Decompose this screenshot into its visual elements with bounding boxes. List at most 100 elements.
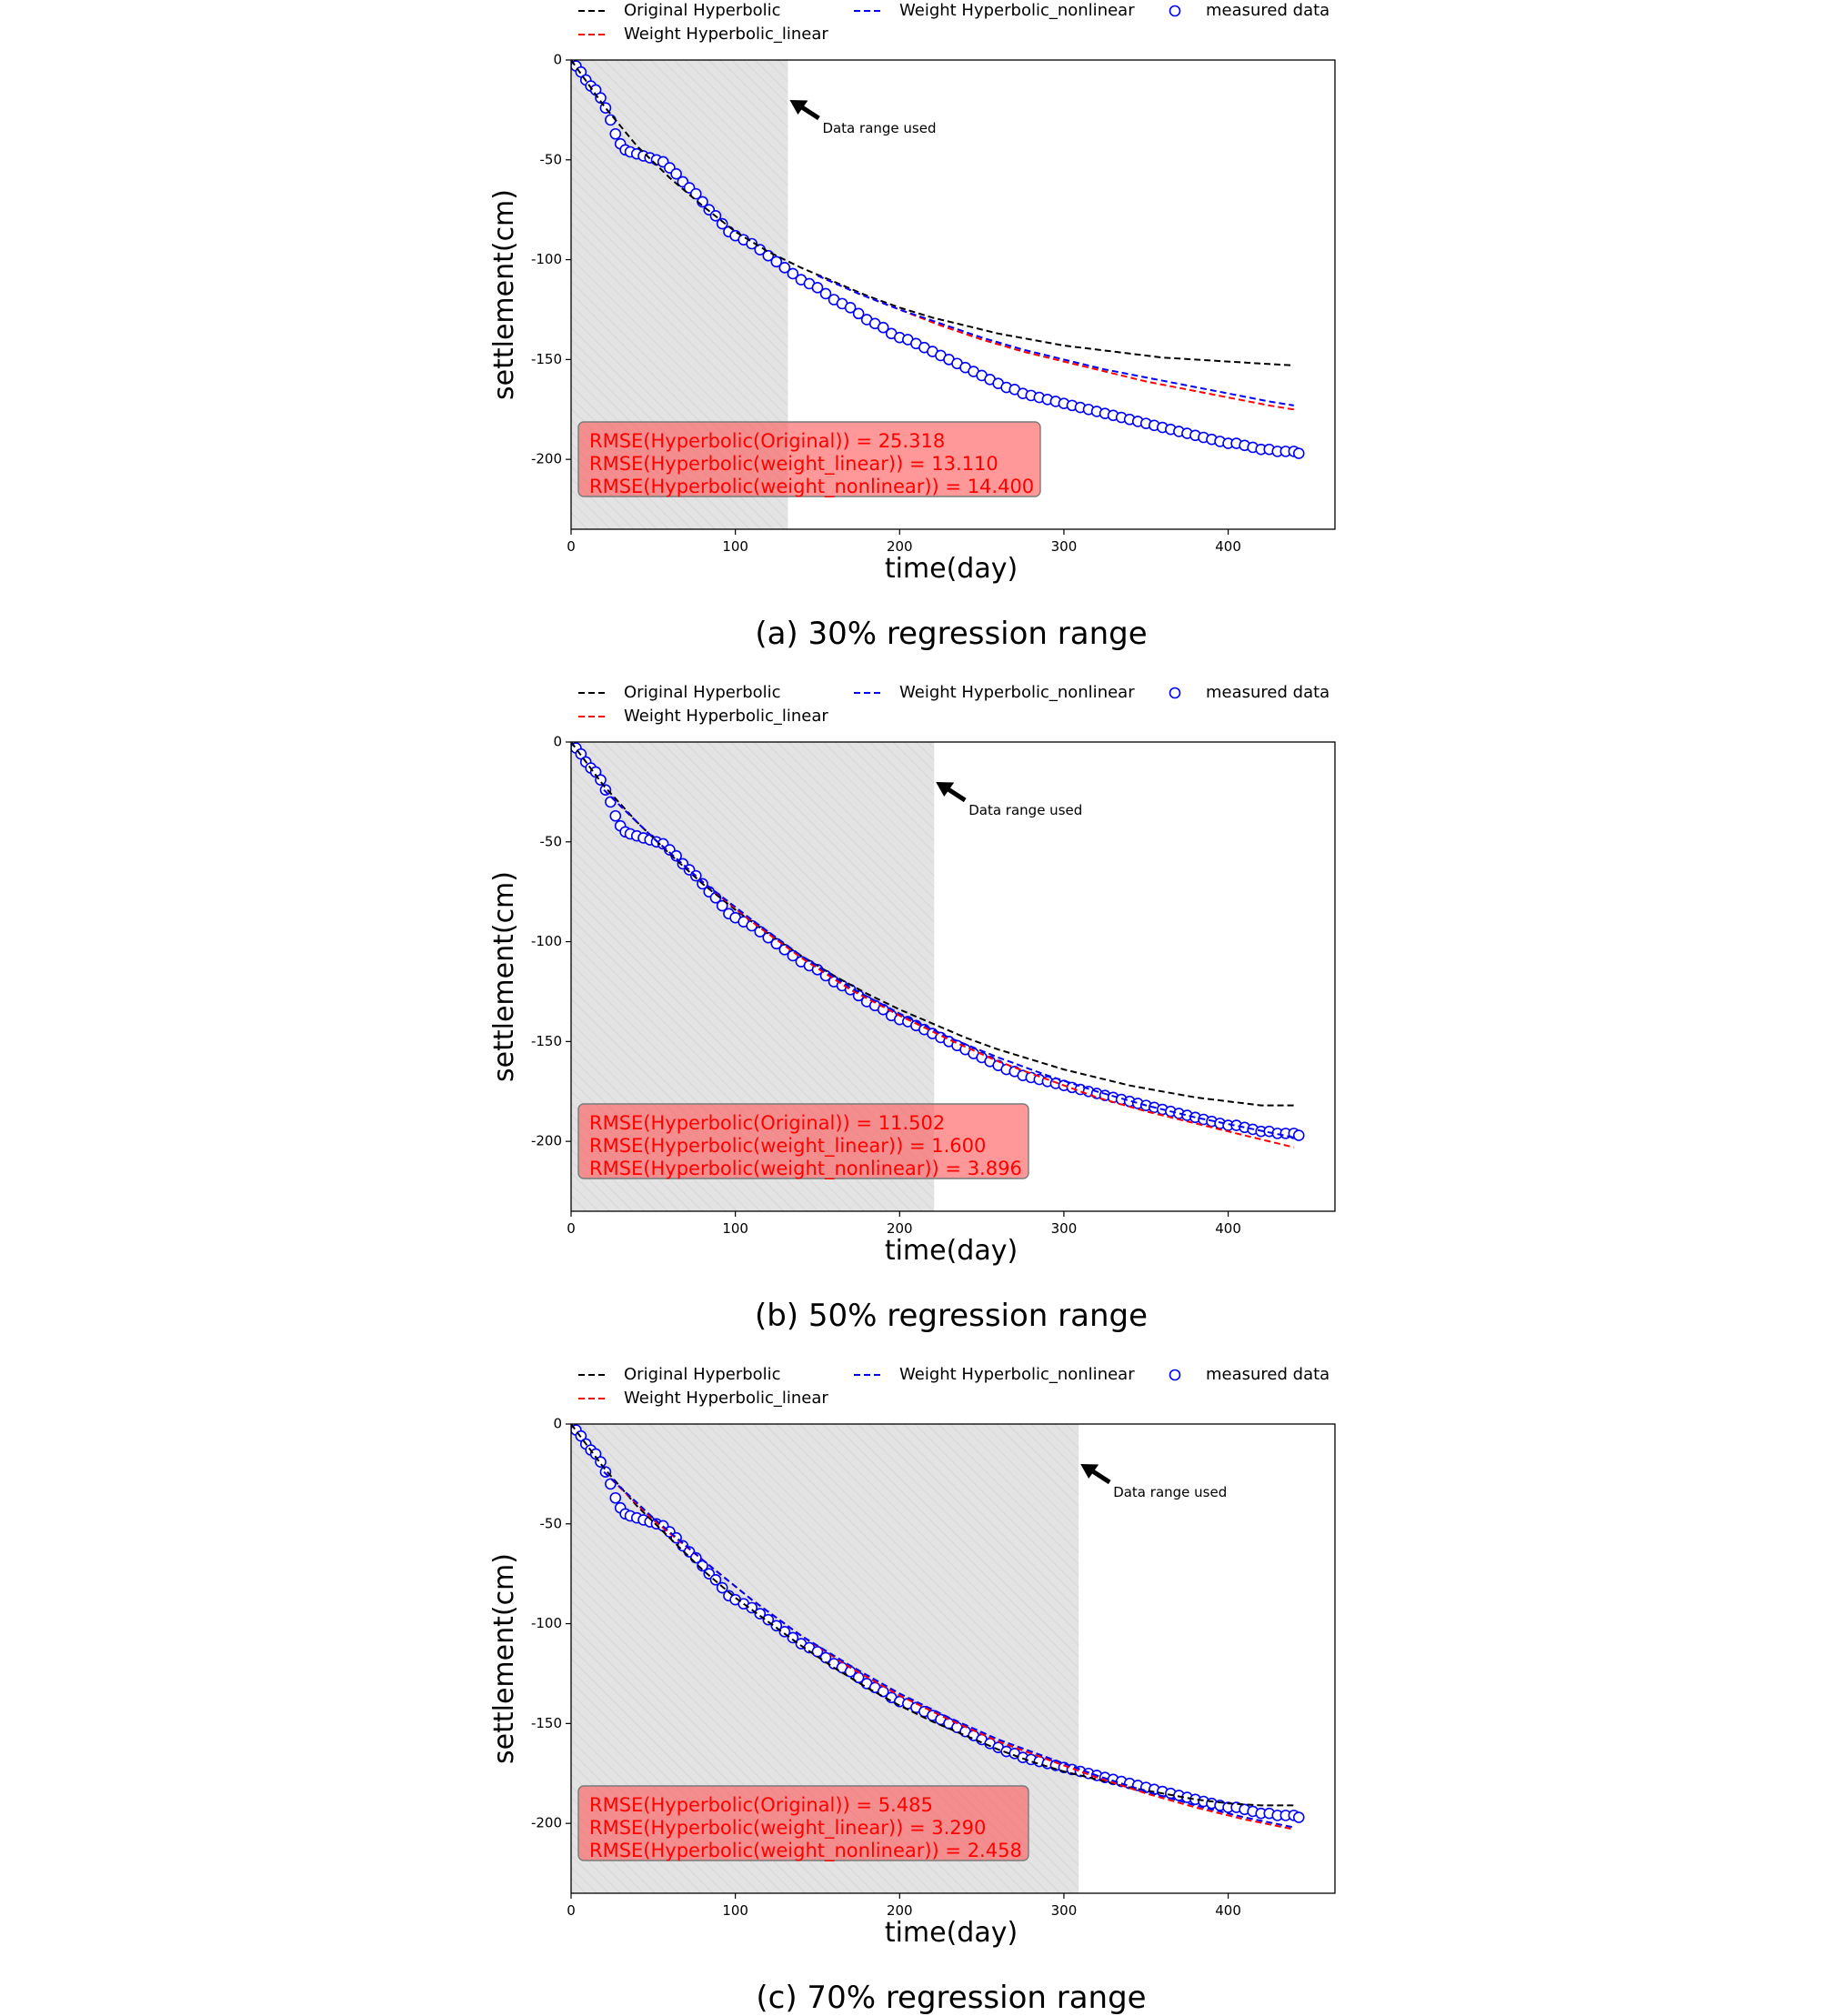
rmse-box-background: [577, 1103, 1029, 1179]
x-tick-label: 400: [1215, 538, 1241, 555]
y-tick-label: -150: [531, 1715, 562, 1731]
panel-caption: (a) 30% regression range: [755, 616, 1147, 652]
series-line: [571, 1424, 1294, 1807]
legend-marker-icon: [1169, 1369, 1181, 1381]
chart-panel-b: Original Hyperbolic Weight Hyperbolic_lin…: [488, 683, 1336, 1334]
data-point: [1292, 1129, 1305, 1141]
rmse-line: RMSE(Hyperbolic(weight_linear)) = 1.600: [589, 1135, 986, 1158]
data-point: [599, 1466, 612, 1478]
plot-frame: [570, 741, 1336, 1212]
data-point: [709, 1573, 722, 1586]
measured-data-series: [571, 60, 1305, 459]
legend-item: Weight Hyperbolic_nonlinear: [854, 1365, 1135, 1384]
y-axis-label: settlement(cm): [488, 1553, 520, 1764]
series-line: [603, 1470, 1294, 1829]
y-tick-label: -150: [531, 1033, 562, 1049]
data-point: [609, 809, 622, 822]
y-tick-label: -50: [540, 833, 563, 849]
y-tick-label: -100: [531, 251, 562, 267]
annotation-arrow-shaft: [799, 104, 820, 121]
annotation: Data range used: [1080, 1464, 1227, 1500]
legend-item: measured data: [1169, 1365, 1329, 1384]
data-point: [595, 92, 607, 105]
legend: Original Hyperbolic Weight Hyperbolic_lin…: [578, 1365, 1329, 1408]
data-point: [716, 217, 728, 230]
y-axis-label: settlement(cm): [488, 871, 520, 1082]
series-line: [817, 275, 1294, 411]
annotation-arrow-shaft: [1089, 1468, 1111, 1485]
legend-label: measured data: [1206, 1, 1329, 20]
arrow-icon: [789, 100, 808, 115]
legend-label: Weight Hyperbolic_nonlinear: [899, 683, 1135, 702]
x-tick-label: 100: [722, 1220, 748, 1237]
legend-marker-icon: [1169, 5, 1181, 17]
rmse-line: RMSE(Hyperbolic(weight_nonlinear)) = 14.…: [589, 476, 1034, 498]
arrow-icon: [936, 782, 955, 797]
rmse-line: RMSE(Hyperbolic(weight_linear)) = 13.110: [589, 453, 998, 476]
panel-caption: (c) 70% regression range: [756, 1980, 1146, 2016]
data-point: [609, 127, 622, 140]
arrow-icon: [1080, 1464, 1099, 1479]
data-point: [787, 1631, 799, 1644]
y-tick-label: -200: [531, 1133, 562, 1149]
rmse-line: RMSE(Hyperbolic(weight_nonlinear)) = 2.4…: [589, 1840, 1022, 1862]
legend-label: Original Hyperbolic: [624, 683, 781, 702]
y-tick-label: 0: [553, 52, 562, 68]
data-point: [605, 796, 617, 808]
rmse-line: RMSE(Hyperbolic(Original)) = 11.502: [589, 1112, 945, 1134]
data-point: [716, 899, 728, 912]
data-point: [1292, 447, 1305, 459]
data-point: [811, 282, 824, 294]
data-point: [599, 784, 612, 796]
data-point: [605, 114, 617, 126]
legend: Original Hyperbolic Weight Hyperbolic_lin…: [578, 683, 1329, 726]
data-point: [746, 1601, 758, 1614]
plot-frame: [570, 59, 1336, 530]
legend: Original Hyperbolic Weight Hyperbolic_lin…: [578, 1, 1329, 44]
x-tick-label: 100: [722, 1902, 748, 1919]
annotation: Data range used: [936, 782, 1082, 818]
rmse-box: RMSE(Hyperbolic(Original)) = 11.502RMSE(…: [577, 1103, 1029, 1180]
y-tick-label: -100: [531, 1615, 562, 1631]
data-point: [778, 262, 791, 274]
rmse-line: RMSE(Hyperbolic(weight_nonlinear)) = 3.8…: [589, 1158, 1022, 1180]
legend-item: Weight Hyperbolic_nonlinear: [854, 1, 1135, 20]
rmse-line: RMSE(Hyperbolic(Original)) = 25.318: [589, 430, 945, 452]
data-point: [1292, 1811, 1305, 1823]
y-tick-label: -50: [540, 1515, 563, 1531]
legend-item: Weight Hyperbolic_nonlinear: [854, 683, 1135, 702]
x-tick-label: 300: [1051, 1902, 1078, 1919]
legend-item: Original Hyperbolic: [578, 1, 781, 20]
data-point: [770, 1620, 783, 1632]
rmse-box-background: [577, 1785, 1029, 1861]
y-axis-label: settlement(cm): [488, 189, 520, 400]
annotation-label: Data range used: [822, 120, 936, 136]
data-point: [770, 256, 783, 268]
y-tick-label: -150: [531, 351, 562, 367]
legend-item: measured data: [1169, 683, 1329, 702]
x-tick-label: 0: [567, 1220, 576, 1237]
data-point: [819, 287, 832, 300]
data-point: [609, 1491, 622, 1504]
rmse-line: RMSE(Hyperbolic(Original)) = 5.485: [589, 1794, 933, 1816]
legend-label: Original Hyperbolic: [624, 1, 781, 20]
rmse-box-background: [577, 421, 1041, 497]
legend-item: Weight Hyperbolic_linear: [578, 707, 828, 726]
x-tick-label: 200: [887, 1220, 913, 1237]
y-tick-label: 0: [553, 1416, 562, 1432]
legend-label: Weight Hyperbolic_linear: [624, 1389, 828, 1408]
data-point: [787, 267, 799, 280]
x-tick-label: 300: [1051, 1220, 1078, 1237]
series-line: [571, 742, 1294, 1107]
x-tick-label: 400: [1215, 1220, 1241, 1237]
y-tick-label: -50: [540, 151, 563, 167]
y-tick-label: -200: [531, 451, 562, 467]
legend-item: Weight Hyperbolic_linear: [578, 1389, 828, 1408]
chart-panel-a: Original Hyperbolic Weight Hyperbolic_lin…: [488, 1, 1336, 652]
data-point: [589, 766, 602, 778]
x-tick-label: 400: [1215, 1902, 1241, 1919]
x-axis-label: time(day): [885, 1917, 1018, 1949]
series-line: [603, 788, 1294, 1138]
legend-label: Original Hyperbolic: [624, 1365, 781, 1384]
